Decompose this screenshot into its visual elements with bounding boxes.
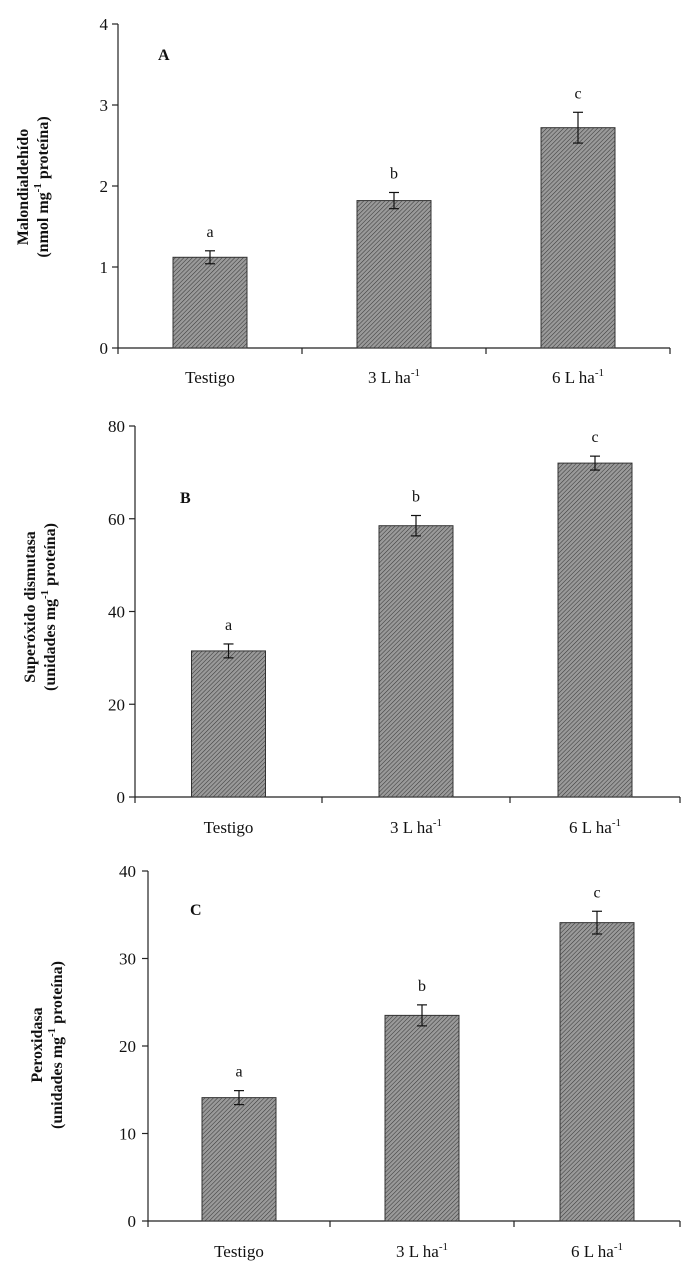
- significance-label: c: [591, 429, 598, 446]
- y-axis-label-line2: (unidades mg-1 proteína): [46, 961, 66, 1129]
- y-tick-label: 20: [108, 695, 125, 714]
- y-axis-label-text: (nmol mg: [35, 192, 52, 257]
- bar: [384, 1014, 460, 1222]
- panel-label: A: [158, 47, 170, 64]
- x-category-superscript: -1: [433, 817, 442, 829]
- y-tick-label: 10: [119, 1125, 136, 1144]
- y-tick-label: 1: [100, 258, 109, 277]
- bar: [557, 462, 633, 798]
- x-category-superscript: -1: [614, 1241, 623, 1253]
- significance-label: c: [593, 884, 600, 901]
- significance-label: b: [390, 165, 398, 182]
- bar: [540, 127, 616, 349]
- y-tick-label: 0: [128, 1212, 137, 1231]
- y-tick-label: 40: [119, 862, 136, 881]
- y-axis-label-line1: Peroxidasa: [29, 1007, 46, 1082]
- y-axis-label: Superóxido dismutasa (unidades mg-1 prote…: [22, 523, 59, 691]
- x-category-superscript: -1: [439, 1241, 448, 1253]
- x-category-label: 3 L ha-1: [368, 367, 420, 387]
- x-category-label: 6 L ha-1: [552, 367, 604, 387]
- x-category-superscript: -1: [595, 367, 604, 379]
- y-tick-label: 80: [108, 417, 125, 436]
- y-axis-label-text: proteína): [42, 523, 59, 590]
- significance-label: a: [206, 224, 213, 241]
- significance-label: b: [418, 978, 426, 995]
- y-axis-label: Malondialdehído (nmol mg-1 proteína): [15, 116, 52, 257]
- y-axis-label-line2: (unidades mg-1 proteína): [39, 523, 59, 691]
- x-category-label: 3 L ha-1: [396, 1241, 448, 1261]
- significance-label: b: [412, 489, 420, 506]
- x-category-text: 3 L ha: [396, 1242, 439, 1261]
- bar: [356, 200, 432, 349]
- y-axis-label-line1: Malondialdehído: [15, 129, 32, 245]
- significance-label: c: [574, 85, 581, 102]
- bar: [191, 650, 266, 798]
- x-category-text: Testigo: [214, 1242, 264, 1261]
- x-category-label: 3 L ha-1: [390, 817, 442, 837]
- y-axis-label-text: proteína): [49, 961, 66, 1028]
- x-category-text: Testigo: [204, 818, 254, 837]
- y-axis-label-text: (unidades mg: [49, 1037, 66, 1129]
- panel-label: B: [180, 490, 191, 507]
- y-axis-label-text: proteína): [35, 116, 52, 183]
- x-category-text: 3 L ha: [390, 818, 433, 837]
- panel-label: C: [190, 902, 202, 919]
- y-tick-label: 0: [100, 339, 109, 358]
- x-category-text: 6 L ha: [552, 368, 595, 387]
- y-tick-label: 20: [119, 1037, 136, 1056]
- x-category-label: 6 L ha-1: [571, 1241, 623, 1261]
- x-category-text: 6 L ha: [571, 1242, 614, 1261]
- y-tick-label: 60: [108, 510, 125, 529]
- x-category-label: Testigo: [204, 818, 254, 837]
- y-tick-label: 4: [100, 15, 109, 34]
- x-category-text: Testigo: [185, 368, 235, 387]
- y-tick-label: 2: [100, 177, 109, 196]
- bar: [559, 922, 635, 1222]
- y-tick-label: 30: [119, 950, 136, 969]
- y-tick-label: 40: [108, 603, 125, 622]
- y-axis-label-line2: (nmol mg-1 proteína): [32, 116, 52, 257]
- y-axis-label: Peroxidasa (unidades mg-1 proteína): [29, 961, 66, 1129]
- x-category-superscript: -1: [612, 817, 621, 829]
- y-axis-label-superscript: -1: [39, 590, 51, 599]
- y-axis-label-superscript: -1: [32, 183, 44, 192]
- y-axis-label-superscript: -1: [46, 1028, 58, 1037]
- x-category-label: 6 L ha-1: [569, 817, 621, 837]
- x-category-superscript: -1: [411, 367, 420, 379]
- x-category-label: Testigo: [185, 368, 235, 387]
- x-category-label: Testigo: [214, 1242, 264, 1261]
- significance-label: a: [225, 617, 232, 634]
- bar: [201, 1097, 277, 1222]
- significance-label: a: [235, 1064, 242, 1081]
- y-tick-label: 0: [117, 788, 126, 807]
- y-axis-label-text: (unidades mg: [42, 599, 59, 691]
- x-category-text: 3 L ha: [368, 368, 411, 387]
- y-tick-label: 3: [100, 96, 109, 115]
- y-axis-label-line1: Superóxido dismutasa: [22, 531, 39, 683]
- bar: [172, 256, 248, 349]
- bar: [378, 525, 454, 798]
- x-category-text: 6 L ha: [569, 818, 612, 837]
